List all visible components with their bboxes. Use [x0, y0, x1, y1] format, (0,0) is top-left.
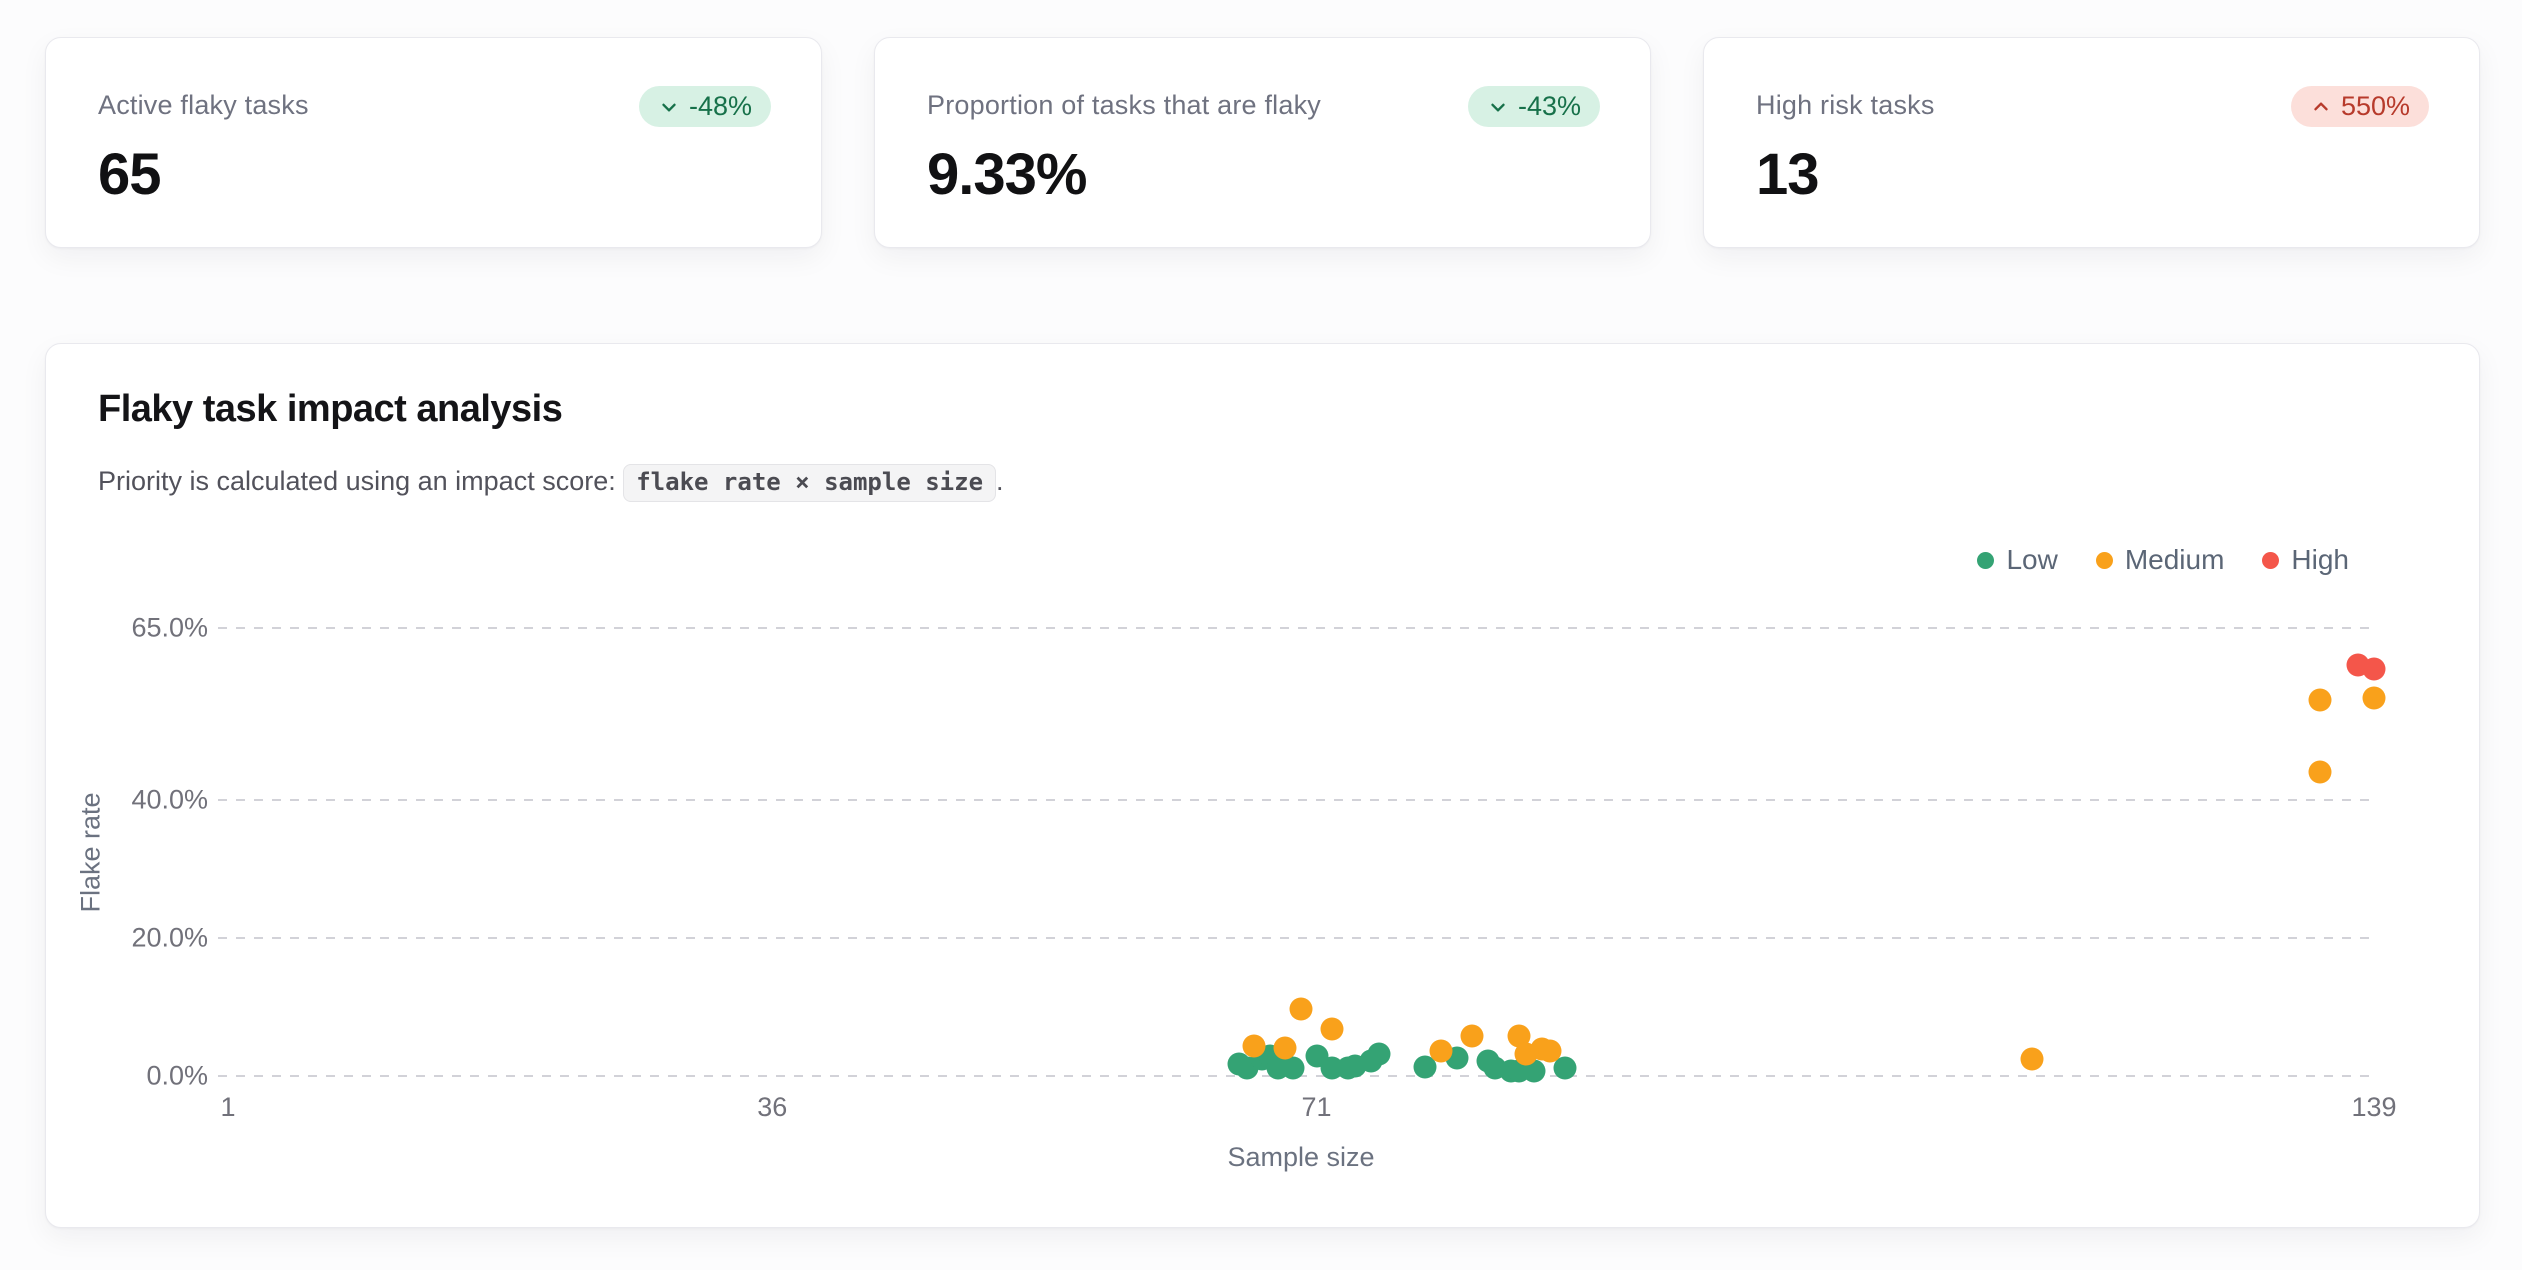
scatter-point-medium[interactable]	[1273, 1036, 1297, 1060]
scatter-point-high[interactable]	[2362, 657, 2386, 681]
chevron-down-icon	[662, 103, 676, 112]
scatter-point-medium[interactable]	[1242, 1034, 1266, 1058]
legend-label: Low	[2006, 544, 2058, 575]
scatter-point-medium[interactable]	[1538, 1039, 1562, 1063]
y-axis-tick-labels: 0.0% 20.0% 40.0% 65.0%	[46, 613, 208, 1091]
stat-label: Active flaky tasks	[98, 90, 309, 120]
stat-label: High risk tasks	[1756, 90, 1935, 120]
chart-legend: Low Medium High	[1977, 544, 2349, 576]
scatter-point-low[interactable]	[1367, 1042, 1391, 1066]
chart-subtitle: Priority is calculated using an impact s…	[98, 464, 1004, 502]
scatter-point-medium[interactable]	[1429, 1039, 1453, 1063]
y-tick-label: 65.0%	[131, 612, 208, 643]
stat-value: 65	[98, 142, 162, 207]
stat-label: Proportion of tasks that are flaky	[927, 90, 1321, 120]
scatter-point-low[interactable]	[1553, 1056, 1577, 1080]
trend-badge: -43%	[1467, 86, 1600, 127]
chart-title: Flaky task impact analysis	[98, 388, 563, 430]
trend-badge-text: -48%	[688, 91, 752, 121]
x-axis-title: Sample size	[1227, 1142, 1375, 1172]
legend-item-medium[interactable]: Medium	[2095, 544, 2225, 576]
impact-score-formula-chip: flake rate × sample size	[623, 464, 997, 502]
x-tick-label: 139	[2351, 1092, 2397, 1122]
scatter-point-low[interactable]	[1522, 1059, 1546, 1083]
stat-card-row: Active flaky tasks 65 -48% Proportion of…	[45, 37, 2480, 248]
chart-subtitle-suffix: .	[996, 466, 1004, 496]
stat-card-active-flaky-tasks: Active flaky tasks 65 -48%	[45, 37, 822, 248]
stat-card-flaky-proportion: Proportion of tasks that are flaky 9.33%…	[874, 37, 1651, 248]
trend-badge-text: 550%	[2340, 91, 2410, 121]
legend-dot-icon	[2095, 551, 2113, 569]
chevron-up-icon	[2314, 101, 2328, 110]
scatter-point-low[interactable]	[1281, 1056, 1305, 1080]
chevron-down-icon	[1491, 103, 1505, 112]
gridline-y-65	[218, 627, 2376, 629]
flaky-impact-chart-card: Flaky task impact analysis Priority is c…	[45, 343, 2480, 1228]
gridline-y-20	[218, 937, 2376, 940]
y-tick-label: 40.0%	[131, 784, 208, 815]
stat-card-high-risk-tasks: High risk tasks 13 550%	[1703, 37, 2480, 248]
y-tick-label: 0.0%	[146, 1060, 208, 1091]
y-tick-label: 20.0%	[131, 922, 208, 953]
legend-dot-icon	[1977, 551, 1995, 569]
legend-item-high[interactable]: High	[2262, 544, 2349, 576]
scatter-point-medium[interactable]	[1289, 997, 1313, 1021]
scatter-point-low[interactable]	[1413, 1055, 1437, 1079]
stat-value: 13	[1756, 142, 1820, 207]
trend-badge: 550%	[2290, 86, 2429, 127]
legend-label: High	[2291, 544, 2349, 575]
x-axis-tick-labels: 1 36 71 139	[220, 1092, 2396, 1126]
scatter-point-medium[interactable]	[2362, 686, 2386, 710]
legend-label: Medium	[2124, 544, 2225, 575]
x-tick-label: 71	[1301, 1092, 1332, 1122]
gridline-y-40	[218, 799, 2376, 802]
x-tick-label: 36	[757, 1092, 788, 1122]
scatter-point-medium[interactable]	[1507, 1024, 1531, 1048]
scatter-point-medium[interactable]	[2020, 1047, 2044, 1071]
trend-badge: -48%	[638, 86, 771, 127]
scatter-point-medium[interactable]	[1320, 1017, 1344, 1041]
legend-item-low[interactable]: Low	[1977, 544, 2058, 576]
scatter-point-medium[interactable]	[1460, 1024, 1484, 1048]
scatter-point-medium[interactable]	[2308, 688, 2332, 712]
x-tick-label: 1	[220, 1092, 236, 1122]
legend-dot-icon	[2262, 551, 2280, 569]
chart-subtitle-prefix: Priority is calculated using an impact s…	[98, 466, 624, 496]
scatter-point-medium[interactable]	[2308, 760, 2332, 784]
trend-badge-text: -43%	[1517, 91, 1581, 121]
stat-value: 9.33%	[927, 142, 1087, 207]
plot-area	[218, 627, 2386, 1083]
